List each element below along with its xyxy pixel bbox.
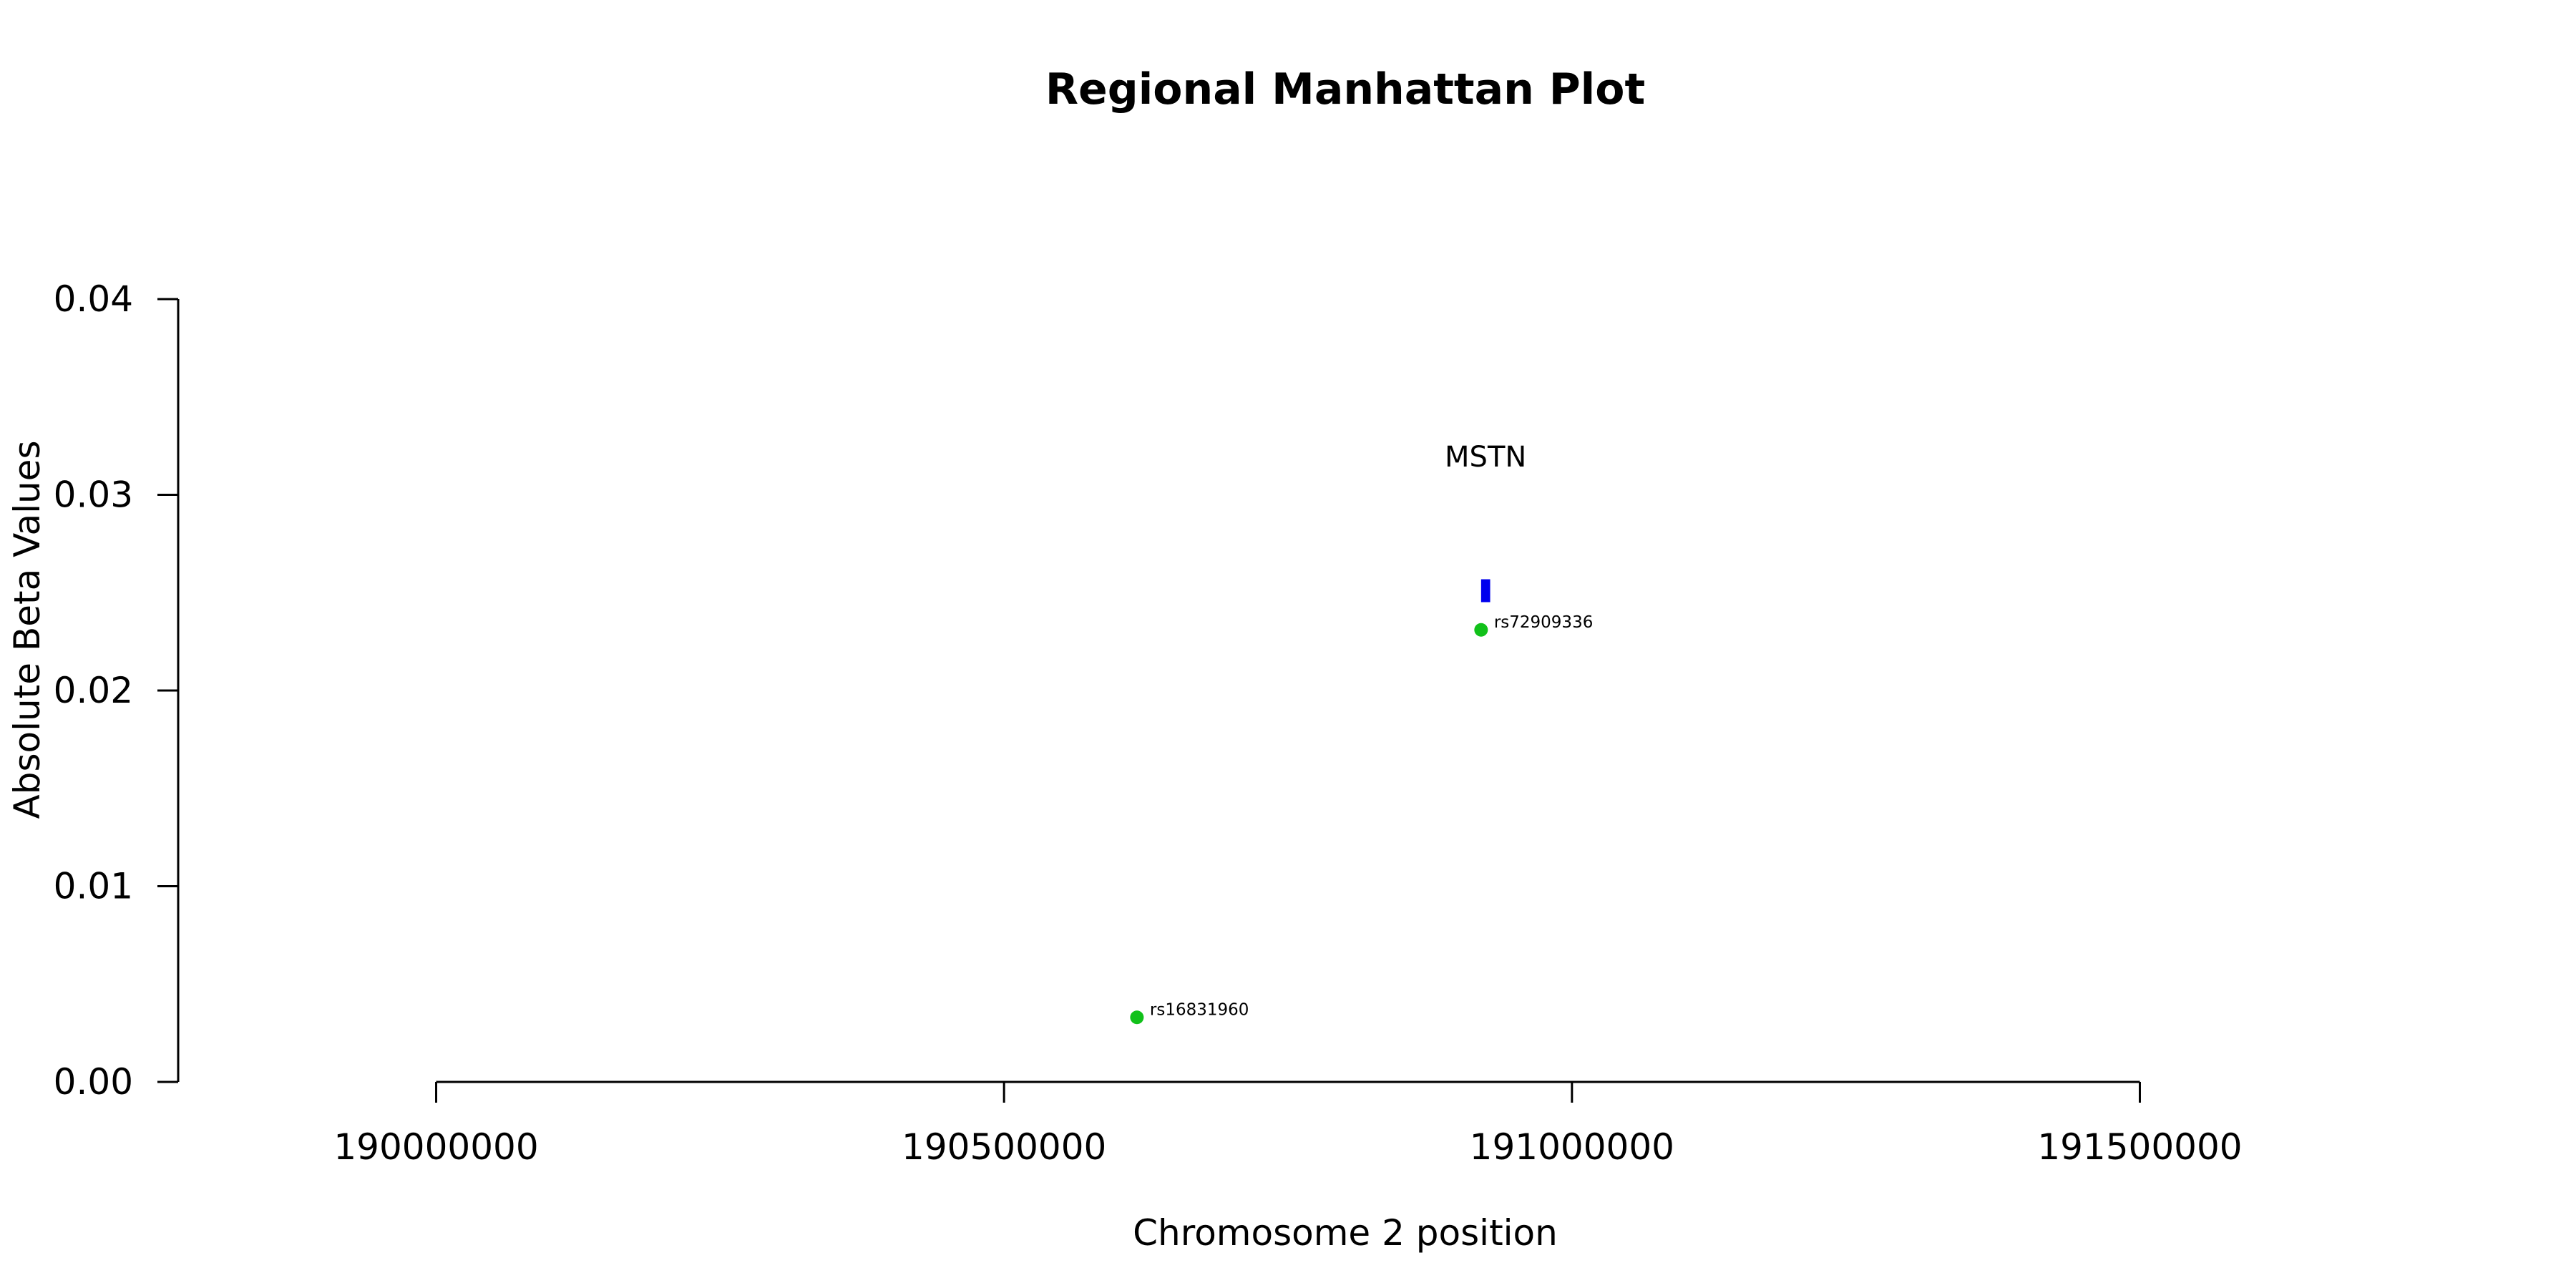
y-tick-label: 0.04 [54, 278, 133, 320]
snp-layer: rs16831960 rs72909336 [1130, 613, 1594, 1025]
x-tick-label: 190000000 [333, 1126, 538, 1168]
snp-label: rs16831960 [1150, 1001, 1249, 1020]
snp-point [1130, 1010, 1144, 1025]
chart-title: Regional Manhattan Plot [1045, 64, 1645, 114]
y-tick-label: 0.03 [54, 474, 133, 516]
x-tick-label: 190500000 [902, 1126, 1106, 1168]
y-tick-label: 0.02 [54, 670, 133, 711]
x-tick-label: 191500000 [2037, 1126, 2242, 1168]
gene-marker [1480, 579, 1491, 602]
x-axis: 190000000 190500000 191000000 191500000 [333, 1080, 2243, 1168]
y-tick-label: 0.01 [54, 866, 133, 907]
y-axis-label: Absolute Beta Values [6, 441, 48, 819]
snp-label: rs72909336 [1494, 613, 1594, 632]
y-tick-label: 0.00 [54, 1061, 133, 1103]
snp-point [1474, 623, 1488, 637]
gene-label: MSTN [1445, 441, 1526, 474]
y-axis: 0.00 0.01 0.02 0.03 0.04 [54, 278, 180, 1103]
x-tick-label: 191000000 [1470, 1126, 1674, 1168]
x-axis-label: Chromosome 2 position [1133, 1212, 1558, 1254]
gene-layer: MSTN [1445, 441, 1526, 602]
